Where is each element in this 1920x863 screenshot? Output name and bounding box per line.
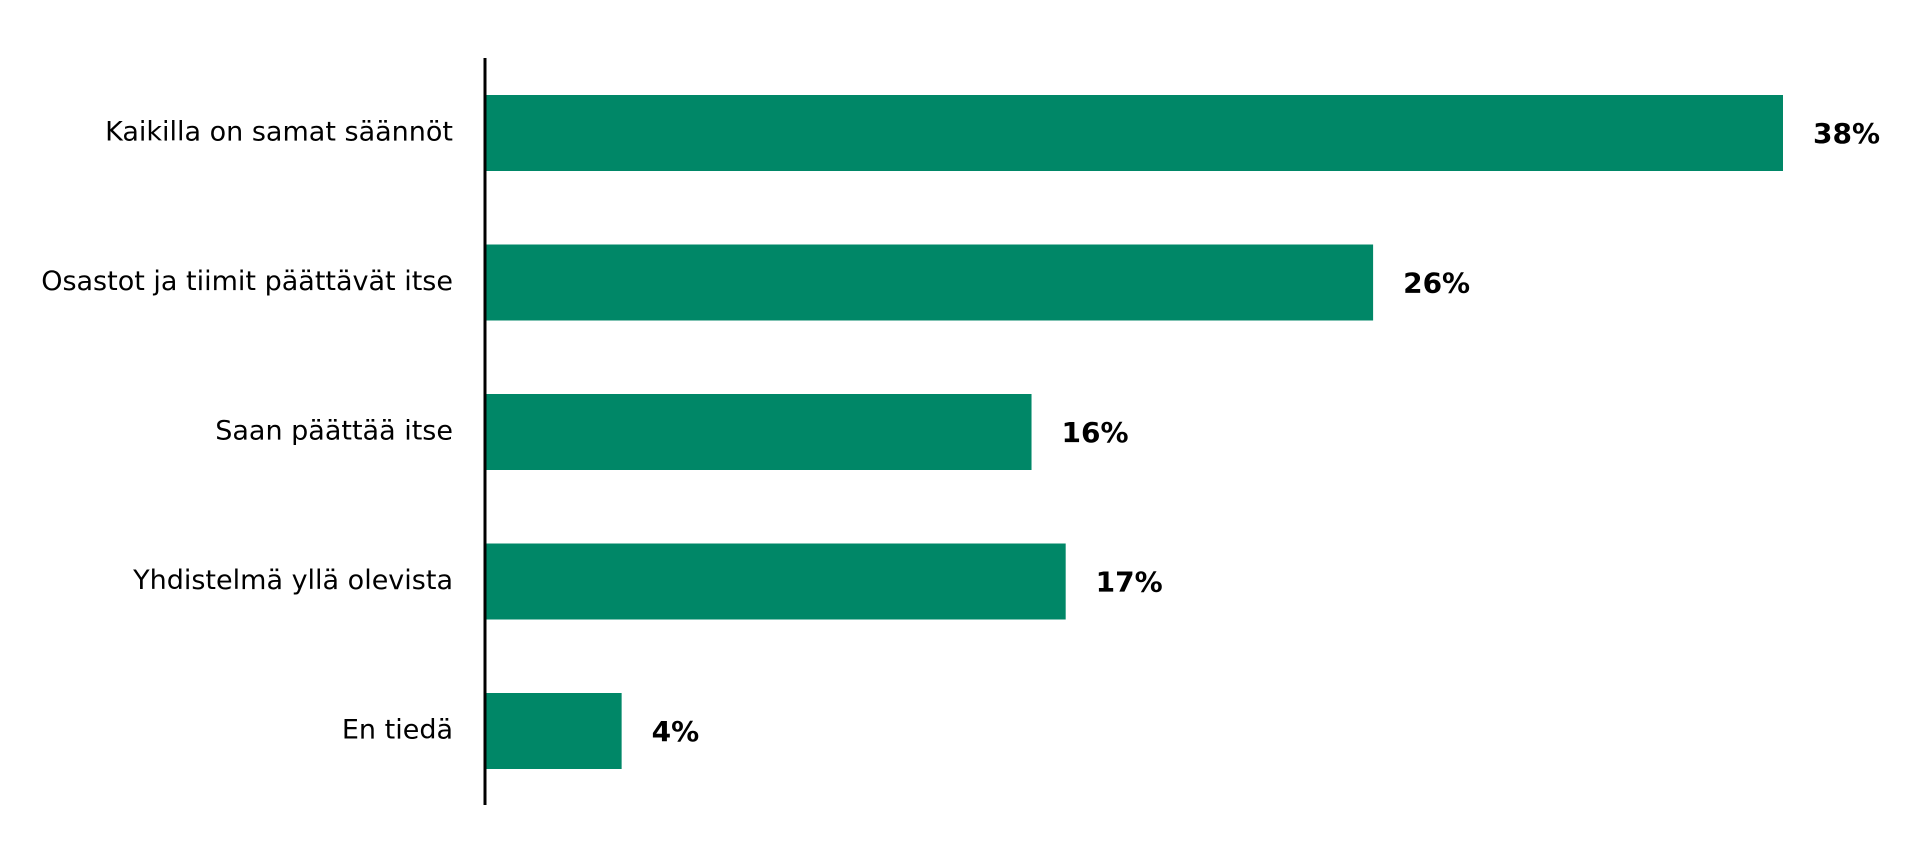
category-label: Saan päättää itse [215, 416, 453, 447]
bar [485, 95, 1783, 171]
value-label: 4% [652, 715, 700, 748]
value-label: 26% [1403, 267, 1470, 300]
bar [485, 244, 1374, 321]
category-label: Kaikilla on samat säännöt [105, 117, 453, 148]
value-label: 16% [1062, 416, 1129, 449]
value-label: 17% [1096, 566, 1163, 599]
category-label: En tiedä [342, 715, 453, 746]
bar [485, 693, 622, 769]
category-label: Yhdistelmä yllä olevista [132, 565, 453, 596]
bar [485, 543, 1066, 620]
bar [485, 394, 1032, 470]
category-label: Osastot ja tiimit päättävät itse [41, 266, 453, 297]
value-label: 38% [1813, 117, 1880, 150]
